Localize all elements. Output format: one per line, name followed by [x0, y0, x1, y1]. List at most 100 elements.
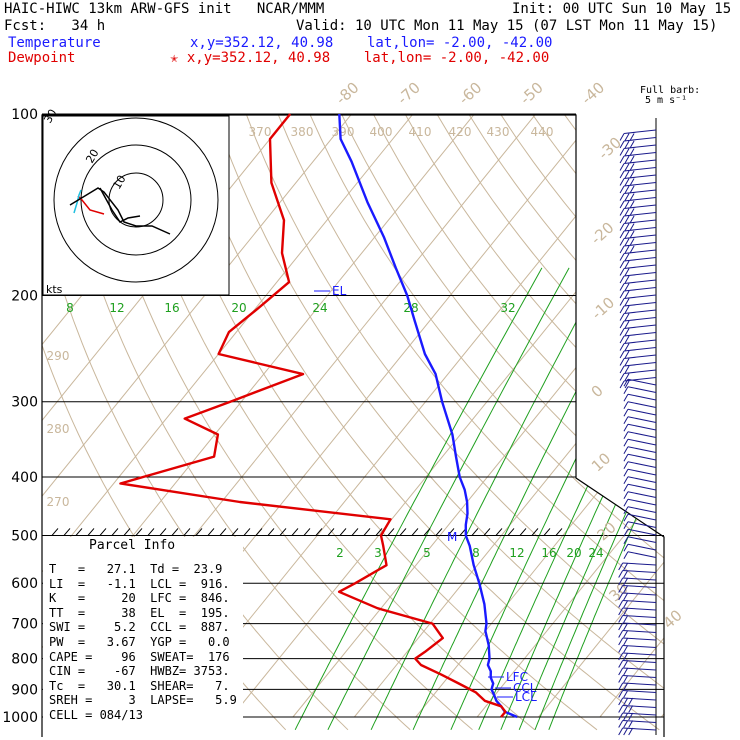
wind-barb-flag: [624, 365, 630, 374]
isotherm-line: [723, 114, 740, 717]
wind-barb-flag: [623, 491, 629, 499]
wind-barb-shaft: [624, 347, 657, 352]
mixing-ratio-label: 16: [164, 301, 179, 315]
wind-barb-flag: [619, 170, 625, 179]
hatch-mark: [375, 528, 383, 536]
wind-barb-flag: [619, 253, 625, 261]
wind-barb-flag: [623, 682, 629, 691]
wind-barb-flag: [623, 446, 629, 454]
wind-barb-flag: [628, 720, 634, 728]
wind-barb-flag: [623, 622, 629, 631]
wind-barb-shaft: [624, 354, 657, 359]
parcel-info-row: K = 20 LFC = 846.: [49, 591, 230, 606]
dewpoint-location: ✭ x,y=352.12, 40.98 lat,lon= -2.00, -42.…: [170, 50, 550, 66]
wind-barb-flag: [619, 155, 625, 164]
temperature-location: x,y=352.12, 40.98 lat,lon= -2.00, -42.00: [190, 35, 553, 51]
wind-barb-flag: [623, 577, 629, 586]
wind-barb-flag: [629, 200, 635, 209]
wind-barb-shaft: [622, 727, 657, 731]
level-marker-label: EL: [332, 284, 347, 298]
wind-barb-flag: [628, 697, 634, 706]
hatch-mark: [123, 528, 131, 536]
wind-barb-flag: [623, 513, 629, 522]
wind-barb-flag: [618, 630, 624, 638]
parcel-info-row: CIN = -67 HWBZ= 3753.: [49, 664, 230, 679]
hatch-mark: [531, 528, 539, 536]
wind-barb-flag: [618, 615, 624, 623]
dry-adiabat-line: [277, 115, 664, 731]
mixing-ratio-line: [478, 267, 664, 731]
adiabat-label: 390: [332, 125, 355, 139]
wind-barb-flag: [624, 140, 630, 149]
temperature-legend-label: Temperature: [8, 35, 101, 51]
wind-barb-shaft: [624, 174, 657, 179]
mixing-ratio-label: 24: [312, 301, 327, 315]
wind-barb-shaft: [624, 227, 657, 232]
mixing-ratio-label: 20: [231, 301, 246, 315]
dry-adiabat-line: [372, 115, 664, 731]
hodograph-trace-low: [77, 195, 105, 215]
wind-barbs: [618, 118, 657, 736]
wind-barb-flag: [623, 528, 629, 537]
wind-barb-flag: [618, 592, 624, 601]
wind-barb-shaft: [627, 423, 657, 431]
hatch-mark: [339, 528, 347, 536]
wind-barb-flag: [624, 380, 630, 389]
hodograph-units-label: kts: [46, 283, 63, 296]
hatch-mark: [51, 528, 59, 536]
wind-barb-flag: [628, 727, 634, 736]
wind-barb-flag: [623, 378, 629, 387]
wind-barb-flag: [619, 223, 625, 231]
hatch-mark: [351, 528, 359, 536]
isotherm-label: 20: [594, 518, 620, 544]
wind-barb-shaft: [622, 599, 657, 603]
adiabat-label: 410: [409, 125, 432, 139]
wind-barb-flag: [623, 393, 629, 402]
wind-barb-flag: [618, 607, 624, 616]
wind-barb-flag: [623, 690, 629, 698]
wind-barb-flag: [624, 193, 630, 201]
wind-barb-flag: [623, 506, 629, 514]
wind-barb-shaft: [622, 607, 657, 611]
mixing-ratio-label: 8: [472, 546, 480, 560]
plot-frame-border: [41, 114, 665, 737]
plot-frame: [41, 114, 665, 737]
wind-barb-flag: [619, 365, 625, 374]
wind-barb-shaft: [622, 584, 657, 588]
dry-adiabat-line: [86, 115, 473, 731]
mixing-ratio-line: [294, 267, 543, 731]
wind-barb-shaft: [622, 689, 657, 693]
pressure-label: 900: [11, 682, 38, 698]
mixing-ratio-line: [534, 267, 664, 730]
wind-barb-shaft: [622, 659, 657, 663]
wind-barb-flag: [629, 178, 635, 186]
wind-barb-flag: [623, 476, 629, 484]
wind-barb-flag: [628, 712, 634, 721]
wind-barb-flag: [624, 298, 630, 306]
dry-adiabat-line: [55, 115, 411, 731]
pressure-label: 200: [11, 289, 38, 305]
wind-barb-flag: [624, 328, 630, 336]
wind-barb-flag: [623, 438, 629, 447]
hatch-mark: [387, 528, 395, 536]
wind-barb-flag: [624, 215, 630, 224]
wind-barb-shaft: [622, 652, 657, 656]
wind-barb-shaft: [624, 279, 657, 284]
wind-barb-flag: [623, 675, 629, 683]
wind-barb-flag: [629, 230, 635, 239]
wind-barb-flag: [618, 697, 624, 706]
wind-barb-flag: [618, 562, 624, 571]
wind-barb-flag: [624, 275, 630, 284]
wind-barb-shaft: [624, 339, 657, 344]
wind-barb-shaft: [624, 197, 657, 202]
wind-barb-flag: [629, 238, 635, 246]
wind-barb-flag: [618, 570, 624, 578]
wind-barb-flag: [624, 260, 630, 269]
wind-barb-shaft: [622, 674, 657, 678]
wind-barb-shaft: [627, 401, 657, 408]
adiabat-label: 370: [249, 125, 272, 139]
mixing-ratio-line: [548, 267, 664, 730]
wind-barb-flag: [623, 468, 629, 477]
adiabat-label: 420: [449, 125, 472, 139]
mixing-ratio-line: [327, 267, 570, 731]
